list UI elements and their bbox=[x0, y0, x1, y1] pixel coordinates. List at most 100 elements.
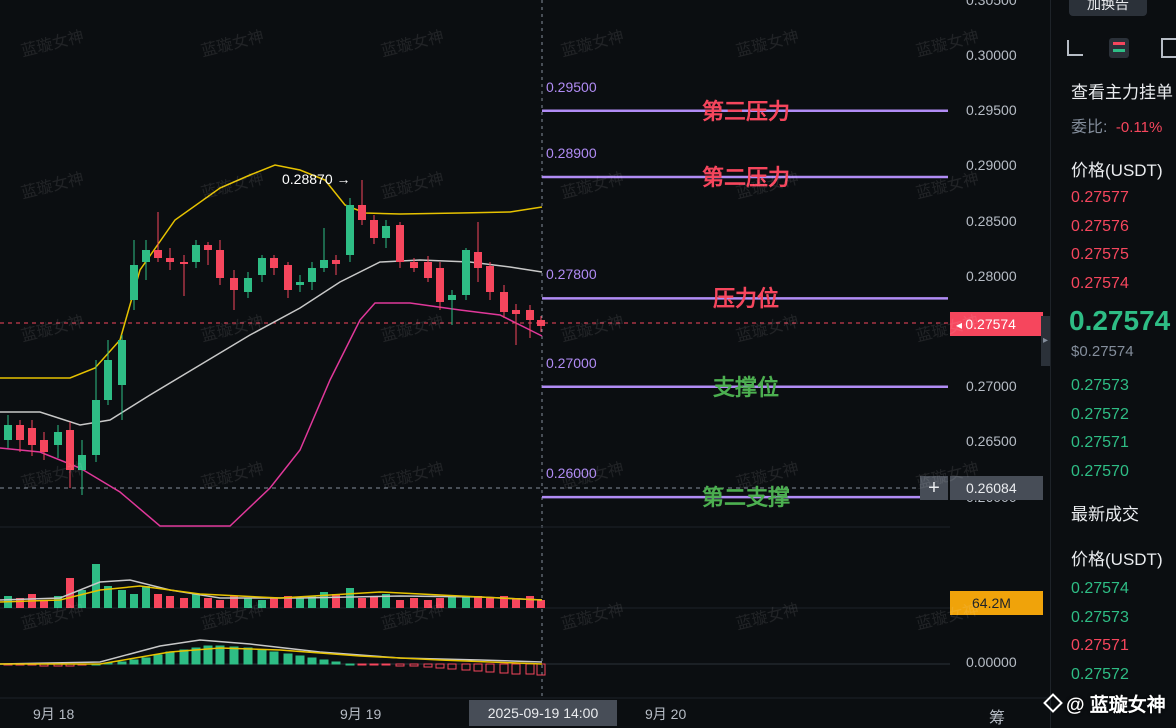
macd-bar bbox=[215, 645, 225, 665]
panel-collapse-handle[interactable]: ▸ bbox=[1041, 316, 1050, 366]
candle-body bbox=[142, 250, 150, 262]
bid-row[interactable]: 0.27571 bbox=[1071, 434, 1129, 451]
volume-bar bbox=[474, 596, 482, 608]
candle-body bbox=[500, 292, 508, 312]
macd-bar bbox=[319, 659, 329, 665]
crosshair-time-tag: 2025-09-19 14:00 bbox=[469, 700, 617, 726]
volume-bar bbox=[284, 596, 292, 608]
macd-dif-line bbox=[0, 639, 543, 665]
candle-body bbox=[320, 260, 328, 268]
volume-bar bbox=[104, 586, 112, 608]
macd-bar bbox=[473, 663, 483, 672]
volume-bar bbox=[308, 596, 316, 608]
middle-band-line bbox=[0, 259, 543, 426]
back-icon[interactable] bbox=[1067, 40, 1083, 56]
candle-body bbox=[230, 278, 238, 290]
volume-bar bbox=[270, 598, 278, 608]
macd-bar bbox=[307, 657, 317, 665]
volume-bar bbox=[154, 594, 162, 608]
latest-trades-title[interactable]: 最新成交 bbox=[1071, 505, 1139, 524]
layout-list-icon[interactable] bbox=[1161, 38, 1176, 58]
bid-row[interactable]: 0.27572 bbox=[1071, 405, 1129, 423]
volume-bar bbox=[92, 564, 100, 608]
macd-bar bbox=[485, 663, 495, 673]
macd-bar bbox=[229, 646, 239, 665]
macd-bar bbox=[117, 661, 127, 665]
macd-bar bbox=[536, 663, 546, 676]
volume-bar bbox=[424, 600, 432, 608]
macd-bar bbox=[369, 663, 379, 666]
crosshair-add-button[interactable]: + bbox=[920, 476, 948, 500]
level-value-3: 0.27800 bbox=[546, 266, 597, 283]
chart-area[interactable]: 0.30500 0.30000 0.29500 0.29000 0.28500 0.280… bbox=[0, 0, 1050, 728]
price-axis-label: 0.30500 bbox=[966, 0, 1017, 8]
level-label-2: 第二压力 bbox=[702, 164, 791, 190]
ask-row[interactable]: 0.27576 bbox=[1071, 217, 1129, 235]
volume-bar bbox=[40, 600, 48, 608]
trades-price-header: 价格(USDT) bbox=[1071, 550, 1163, 569]
layout-buy-sell-icon[interactable] bbox=[1109, 38, 1129, 58]
chip-distribution-label[interactable]: 筹 bbox=[989, 710, 1006, 727]
price-axis-label: 0.26500 bbox=[966, 433, 1017, 450]
level-label-5: 第二支撑 bbox=[702, 485, 791, 511]
candle-body bbox=[204, 245, 212, 250]
volume-bar bbox=[320, 592, 328, 608]
macd-bar bbox=[435, 663, 445, 669]
volume-bar bbox=[54, 596, 62, 608]
main-orders-title[interactable]: 查看主力挂单 bbox=[1071, 83, 1173, 102]
macd-bar bbox=[243, 647, 253, 665]
volume-bar bbox=[410, 598, 418, 608]
candle-body bbox=[424, 262, 432, 278]
bid-row[interactable]: 0.27573 bbox=[1071, 377, 1129, 394]
macd-bar bbox=[331, 661, 341, 665]
macd-bar bbox=[257, 649, 267, 665]
candle-body bbox=[332, 260, 340, 264]
macd-axis-label: 0.00000 bbox=[966, 654, 1017, 670]
candle-body bbox=[192, 245, 200, 262]
volume-bar bbox=[142, 586, 150, 608]
candle-body bbox=[382, 226, 390, 238]
volume-bar bbox=[462, 596, 470, 608]
volume-bar bbox=[526, 596, 534, 608]
candle-body bbox=[526, 310, 534, 320]
price-axis-label: 0.27000 bbox=[966, 378, 1017, 395]
volume-bar bbox=[332, 594, 340, 608]
candle-body bbox=[66, 430, 74, 470]
price-header: 价格(USDT) bbox=[1071, 161, 1163, 180]
order-ratio: 委比: -0.11% bbox=[1071, 119, 1163, 136]
macd-bar bbox=[423, 663, 433, 668]
macd-bar bbox=[203, 645, 213, 665]
level-value-4: 0.27000 bbox=[546, 354, 597, 371]
ask-row[interactable]: 0.27577 bbox=[1071, 189, 1129, 206]
candle-body bbox=[216, 250, 224, 278]
volume-bar bbox=[204, 598, 212, 608]
top-button[interactable]: 加换告 bbox=[1069, 0, 1147, 16]
volume-bar bbox=[130, 594, 138, 608]
macd-bar bbox=[409, 663, 419, 667]
date-label-sep19: 9月 19 bbox=[340, 706, 382, 722]
date-label-sep18: 9月 18 bbox=[33, 706, 75, 722]
volume-bar bbox=[537, 600, 545, 608]
volume-bar bbox=[512, 598, 520, 608]
candle-body bbox=[92, 400, 100, 455]
price-axis-label: 0.28000 bbox=[966, 267, 1017, 284]
macd-bar bbox=[461, 663, 471, 671]
candle-body bbox=[154, 250, 162, 258]
macd-bar bbox=[283, 653, 293, 665]
trade-row: 0.27573 bbox=[1071, 608, 1129, 626]
candlestick-chart[interactable] bbox=[0, 0, 1048, 728]
price-axis-label: 0.30000 bbox=[966, 47, 1017, 63]
last-price-usd: $0.27574 bbox=[1071, 343, 1134, 360]
brand-diamond-icon bbox=[1043, 693, 1063, 713]
ask-row[interactable]: 0.27575 bbox=[1071, 246, 1129, 263]
macd-bar bbox=[165, 651, 175, 665]
candle-body bbox=[54, 432, 62, 445]
volume-bar bbox=[16, 598, 24, 608]
volume-bar bbox=[448, 596, 456, 608]
ask-row[interactable]: 0.27574 bbox=[1071, 274, 1129, 292]
candle-body bbox=[180, 262, 188, 264]
candle-body bbox=[244, 278, 252, 292]
brand-footer: @ 蓝璇女神 bbox=[1043, 690, 1166, 717]
bid-row[interactable]: 0.27570 bbox=[1071, 462, 1129, 480]
candle-body bbox=[296, 282, 304, 285]
